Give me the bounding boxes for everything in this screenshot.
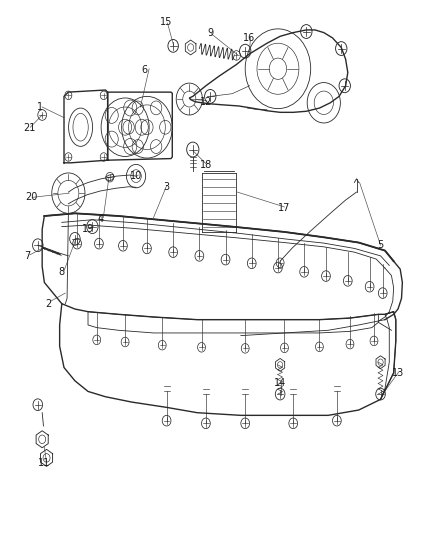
- Text: 4: 4: [98, 214, 104, 224]
- Text: 12: 12: [200, 96, 212, 107]
- Text: 11: 11: [38, 458, 50, 468]
- Text: 13: 13: [392, 368, 404, 378]
- Text: 7: 7: [24, 251, 30, 261]
- Text: 16: 16: [244, 33, 256, 43]
- Text: 19: 19: [82, 224, 94, 235]
- Text: 21: 21: [23, 123, 35, 133]
- Text: 17: 17: [278, 203, 291, 213]
- Text: 6: 6: [142, 65, 148, 75]
- Text: 5: 5: [378, 240, 384, 250]
- Text: 2: 2: [46, 298, 52, 309]
- Text: 1: 1: [37, 102, 43, 112]
- Text: 8: 8: [59, 267, 65, 277]
- Text: 9: 9: [207, 28, 213, 38]
- Text: 18: 18: [200, 160, 212, 171]
- Text: 10: 10: [130, 171, 142, 181]
- Text: 3: 3: [163, 182, 170, 192]
- Text: 14: 14: [274, 378, 286, 389]
- Text: 15: 15: [160, 17, 173, 27]
- Text: 20: 20: [25, 192, 37, 203]
